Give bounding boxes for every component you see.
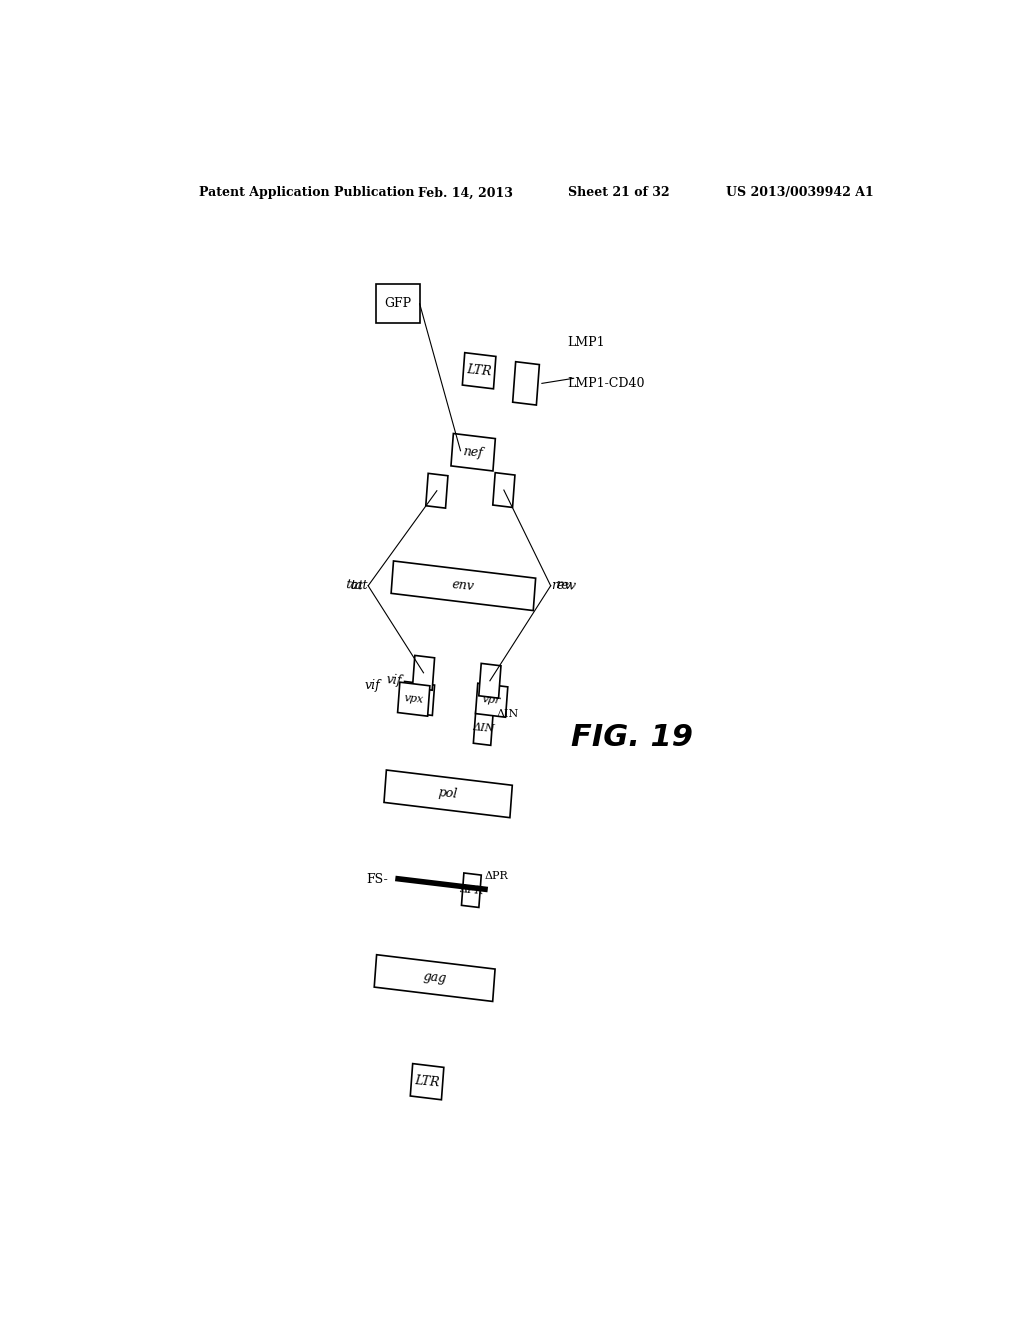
Text: GFP: GFP xyxy=(384,297,412,310)
Text: pol: pol xyxy=(438,787,459,801)
Text: ΔPR: ΔPR xyxy=(459,884,483,896)
Polygon shape xyxy=(513,362,540,405)
Polygon shape xyxy=(463,352,496,389)
Polygon shape xyxy=(451,433,496,471)
Polygon shape xyxy=(473,711,494,746)
Text: nef: nef xyxy=(463,445,483,459)
Polygon shape xyxy=(413,656,434,690)
Text: LMP1: LMP1 xyxy=(567,337,604,348)
Text: FIG. 19: FIG. 19 xyxy=(571,723,693,752)
Text: LTR: LTR xyxy=(414,1074,440,1089)
Bar xyxy=(376,284,420,323)
Text: vif: vif xyxy=(365,678,381,692)
Text: ΔPR: ΔPR xyxy=(485,871,509,882)
Text: Feb. 14, 2013: Feb. 14, 2013 xyxy=(418,186,513,199)
Text: Sheet 21 of 32: Sheet 21 of 32 xyxy=(568,186,670,199)
Polygon shape xyxy=(374,954,495,1002)
Text: vpr: vpr xyxy=(482,694,502,706)
Text: ΔIN: ΔIN xyxy=(497,709,519,719)
Text: LTR: LTR xyxy=(466,363,493,379)
Text: vif: vif xyxy=(385,673,402,688)
Text: ΔIN: ΔIN xyxy=(472,722,495,734)
Polygon shape xyxy=(384,770,512,817)
Text: rev: rev xyxy=(555,578,577,593)
Polygon shape xyxy=(475,684,508,717)
Polygon shape xyxy=(426,474,447,508)
Polygon shape xyxy=(462,873,481,907)
Text: env: env xyxy=(452,578,475,593)
Text: vpx: vpx xyxy=(403,693,424,705)
Text: US 2013/0039942 A1: US 2013/0039942 A1 xyxy=(726,186,873,199)
Polygon shape xyxy=(397,682,430,717)
Polygon shape xyxy=(411,1064,443,1100)
Text: FS-: FS- xyxy=(366,874,387,887)
Polygon shape xyxy=(391,561,536,611)
Polygon shape xyxy=(402,681,434,715)
Text: Patent Application Publication: Patent Application Publication xyxy=(200,186,415,199)
Text: tat: tat xyxy=(350,579,369,593)
Polygon shape xyxy=(479,664,501,698)
Text: rev: rev xyxy=(551,579,571,593)
Text: LMP1-CD40: LMP1-CD40 xyxy=(567,376,644,389)
Text: tat: tat xyxy=(345,578,365,593)
Polygon shape xyxy=(493,473,515,507)
Text: gag: gag xyxy=(422,970,446,986)
